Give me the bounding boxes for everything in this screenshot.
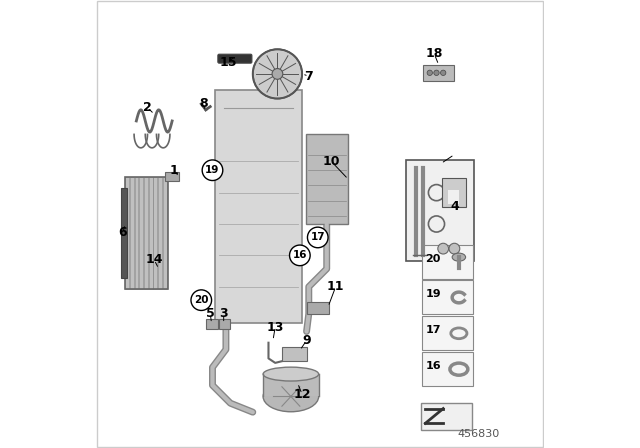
- Text: 17: 17: [425, 325, 441, 335]
- Text: 13: 13: [266, 320, 284, 334]
- Bar: [130, 177, 134, 289]
- Bar: [144, 177, 148, 289]
- Text: 11: 11: [327, 280, 344, 293]
- Bar: [125, 177, 168, 289]
- Ellipse shape: [452, 253, 466, 261]
- Bar: [165, 172, 179, 181]
- FancyBboxPatch shape: [421, 403, 472, 430]
- Circle shape: [202, 160, 223, 181]
- Bar: [163, 177, 167, 289]
- Text: 18: 18: [426, 47, 443, 60]
- Circle shape: [449, 243, 460, 254]
- Circle shape: [434, 70, 439, 76]
- Bar: [121, 188, 127, 278]
- Text: 15: 15: [220, 56, 237, 69]
- Text: 10: 10: [323, 155, 340, 168]
- FancyBboxPatch shape: [215, 90, 302, 323]
- Text: 4: 4: [450, 199, 459, 213]
- Bar: [220, 319, 230, 329]
- Ellipse shape: [263, 367, 319, 381]
- Circle shape: [438, 243, 449, 254]
- Ellipse shape: [263, 381, 319, 412]
- Circle shape: [289, 245, 310, 266]
- Text: 14: 14: [145, 253, 163, 267]
- FancyBboxPatch shape: [442, 178, 467, 207]
- Circle shape: [307, 227, 328, 248]
- Text: 2: 2: [143, 101, 152, 114]
- Text: 8: 8: [199, 96, 208, 110]
- Bar: [148, 177, 152, 289]
- FancyBboxPatch shape: [422, 316, 473, 350]
- Bar: [158, 177, 162, 289]
- Bar: [134, 177, 138, 289]
- Text: 20: 20: [194, 295, 209, 305]
- Bar: [154, 177, 157, 289]
- Text: 19: 19: [425, 289, 441, 299]
- FancyBboxPatch shape: [422, 352, 473, 386]
- Text: 19: 19: [205, 165, 220, 175]
- Bar: [307, 302, 329, 314]
- Bar: [423, 65, 454, 81]
- FancyBboxPatch shape: [218, 54, 252, 63]
- Text: 16: 16: [292, 250, 307, 260]
- Text: 12: 12: [293, 388, 311, 401]
- Bar: [263, 374, 319, 396]
- Circle shape: [440, 70, 446, 76]
- Circle shape: [191, 290, 212, 310]
- Text: 5: 5: [206, 307, 214, 320]
- Text: 9: 9: [302, 334, 311, 347]
- Text: 20: 20: [425, 254, 441, 263]
- Text: 7: 7: [305, 69, 313, 83]
- Text: 16: 16: [425, 361, 441, 371]
- Bar: [206, 319, 218, 329]
- Text: 6: 6: [118, 226, 127, 240]
- Text: 1: 1: [170, 164, 179, 177]
- FancyBboxPatch shape: [422, 280, 473, 314]
- Text: 17: 17: [310, 233, 325, 242]
- FancyBboxPatch shape: [406, 160, 474, 261]
- Text: 3: 3: [220, 307, 228, 320]
- Circle shape: [427, 70, 433, 76]
- FancyBboxPatch shape: [306, 134, 348, 224]
- Circle shape: [272, 69, 283, 79]
- FancyBboxPatch shape: [422, 245, 473, 279]
- Circle shape: [253, 49, 302, 99]
- Bar: [282, 347, 307, 361]
- FancyBboxPatch shape: [448, 190, 459, 204]
- Bar: [125, 177, 129, 289]
- Bar: [140, 177, 143, 289]
- Text: 456830: 456830: [458, 429, 500, 439]
